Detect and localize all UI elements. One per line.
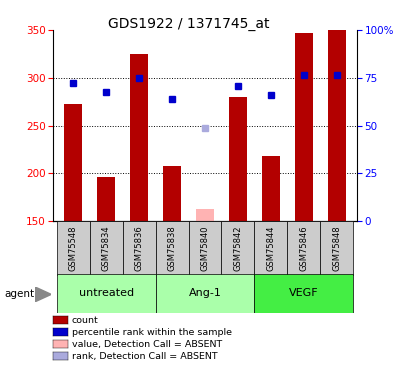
Bar [188,221,221,276]
Bar [254,274,353,313]
Text: GSM75848: GSM75848 [332,226,341,271]
Text: GDS1922 / 1371745_at: GDS1922 / 1371745_at [108,17,269,31]
Bar [155,274,254,313]
Bar [97,177,115,221]
Bar [130,54,148,221]
Text: Ang-1: Ang-1 [188,288,221,298]
Text: value, Detection Call = ABSENT: value, Detection Call = ABSENT [72,340,221,349]
Bar [287,221,320,276]
Bar [89,221,122,276]
Bar [122,221,155,276]
Bar [261,156,279,221]
Text: GSM75840: GSM75840 [200,226,209,271]
Text: VEGF: VEGF [288,288,318,298]
Text: untreated: untreated [78,288,133,298]
Text: percentile rank within the sample: percentile rank within the sample [72,328,231,337]
Polygon shape [35,287,51,302]
Text: agent: agent [4,290,34,299]
Bar [155,221,188,276]
Bar [294,33,312,221]
Bar [254,221,287,276]
Text: GSM75834: GSM75834 [101,226,110,271]
Text: GSM75842: GSM75842 [233,226,242,271]
Text: GSM75846: GSM75846 [299,226,308,271]
Bar [228,97,247,221]
Text: rank, Detection Call = ABSENT: rank, Detection Call = ABSENT [72,352,217,361]
Bar [221,221,254,276]
Bar [56,274,155,313]
Bar [320,221,353,276]
Bar [162,166,181,221]
Text: count: count [72,316,98,325]
Text: GSM75548: GSM75548 [68,226,77,271]
Bar [56,221,89,276]
Bar [327,30,345,221]
Text: GSM75844: GSM75844 [266,226,275,271]
Bar [196,209,213,221]
Text: GSM75838: GSM75838 [167,226,176,272]
Text: GSM75836: GSM75836 [134,226,143,272]
Bar [64,104,82,221]
